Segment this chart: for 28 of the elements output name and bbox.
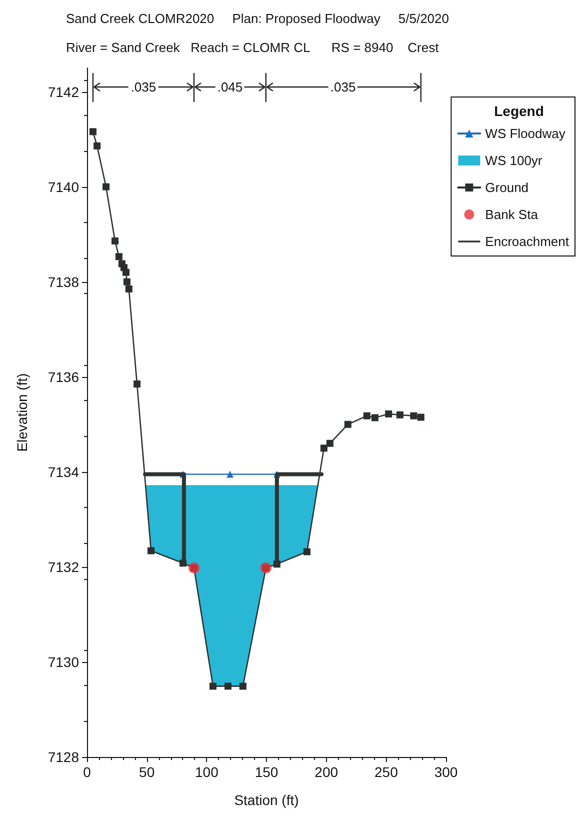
y-tick-label: 7140 — [48, 178, 80, 195]
y-tick-label: 7132 — [48, 558, 80, 575]
legend-label: WS Floodway — [485, 126, 566, 141]
annotation: .035 — [328, 80, 358, 94]
y-tick-label: 7142 — [48, 84, 80, 100]
legend-label: WS 100yr — [485, 153, 543, 168]
legend-label: Bank Sta — [485, 207, 539, 222]
y-tick-label: 7138 — [48, 274, 80, 290]
annotation: .035 — [128, 80, 158, 94]
y-tick-label: 7136 — [48, 368, 80, 385]
x-tick-label: 0 — [83, 764, 92, 780]
chart-subtitle: River = Sand Creek Reach = CLOMR CL RS = 8940 Crest — [66, 40, 439, 55]
x-tick-label: 50 — [139, 764, 155, 780]
x-tick-label: 200 — [314, 764, 338, 780]
annotation: .045 — [215, 80, 245, 94]
x-axis-title: Station (ft) — [234, 792, 299, 808]
x-tick-label: 250 — [374, 764, 398, 780]
x-tick-label: 100 — [194, 764, 219, 780]
y-axis-title: Elevation (ft) — [14, 373, 30, 452]
legend-label: Ground — [485, 180, 529, 195]
y-tick-label: 7130 — [48, 654, 80, 670]
x-tick-label: 150 — [254, 764, 278, 780]
legend-label: Encroachment — [485, 234, 570, 249]
y-tick-label: 7128 — [48, 749, 80, 765]
legend-title: Legend — [493, 103, 545, 119]
chart-title: Sand Creek CLOMR2020 Plan: Proposed Floodway 5/5/2020 — [66, 11, 449, 26]
x-tick-label: 300 — [434, 764, 458, 780]
y-tick-label: 7134 — [48, 464, 80, 480]
